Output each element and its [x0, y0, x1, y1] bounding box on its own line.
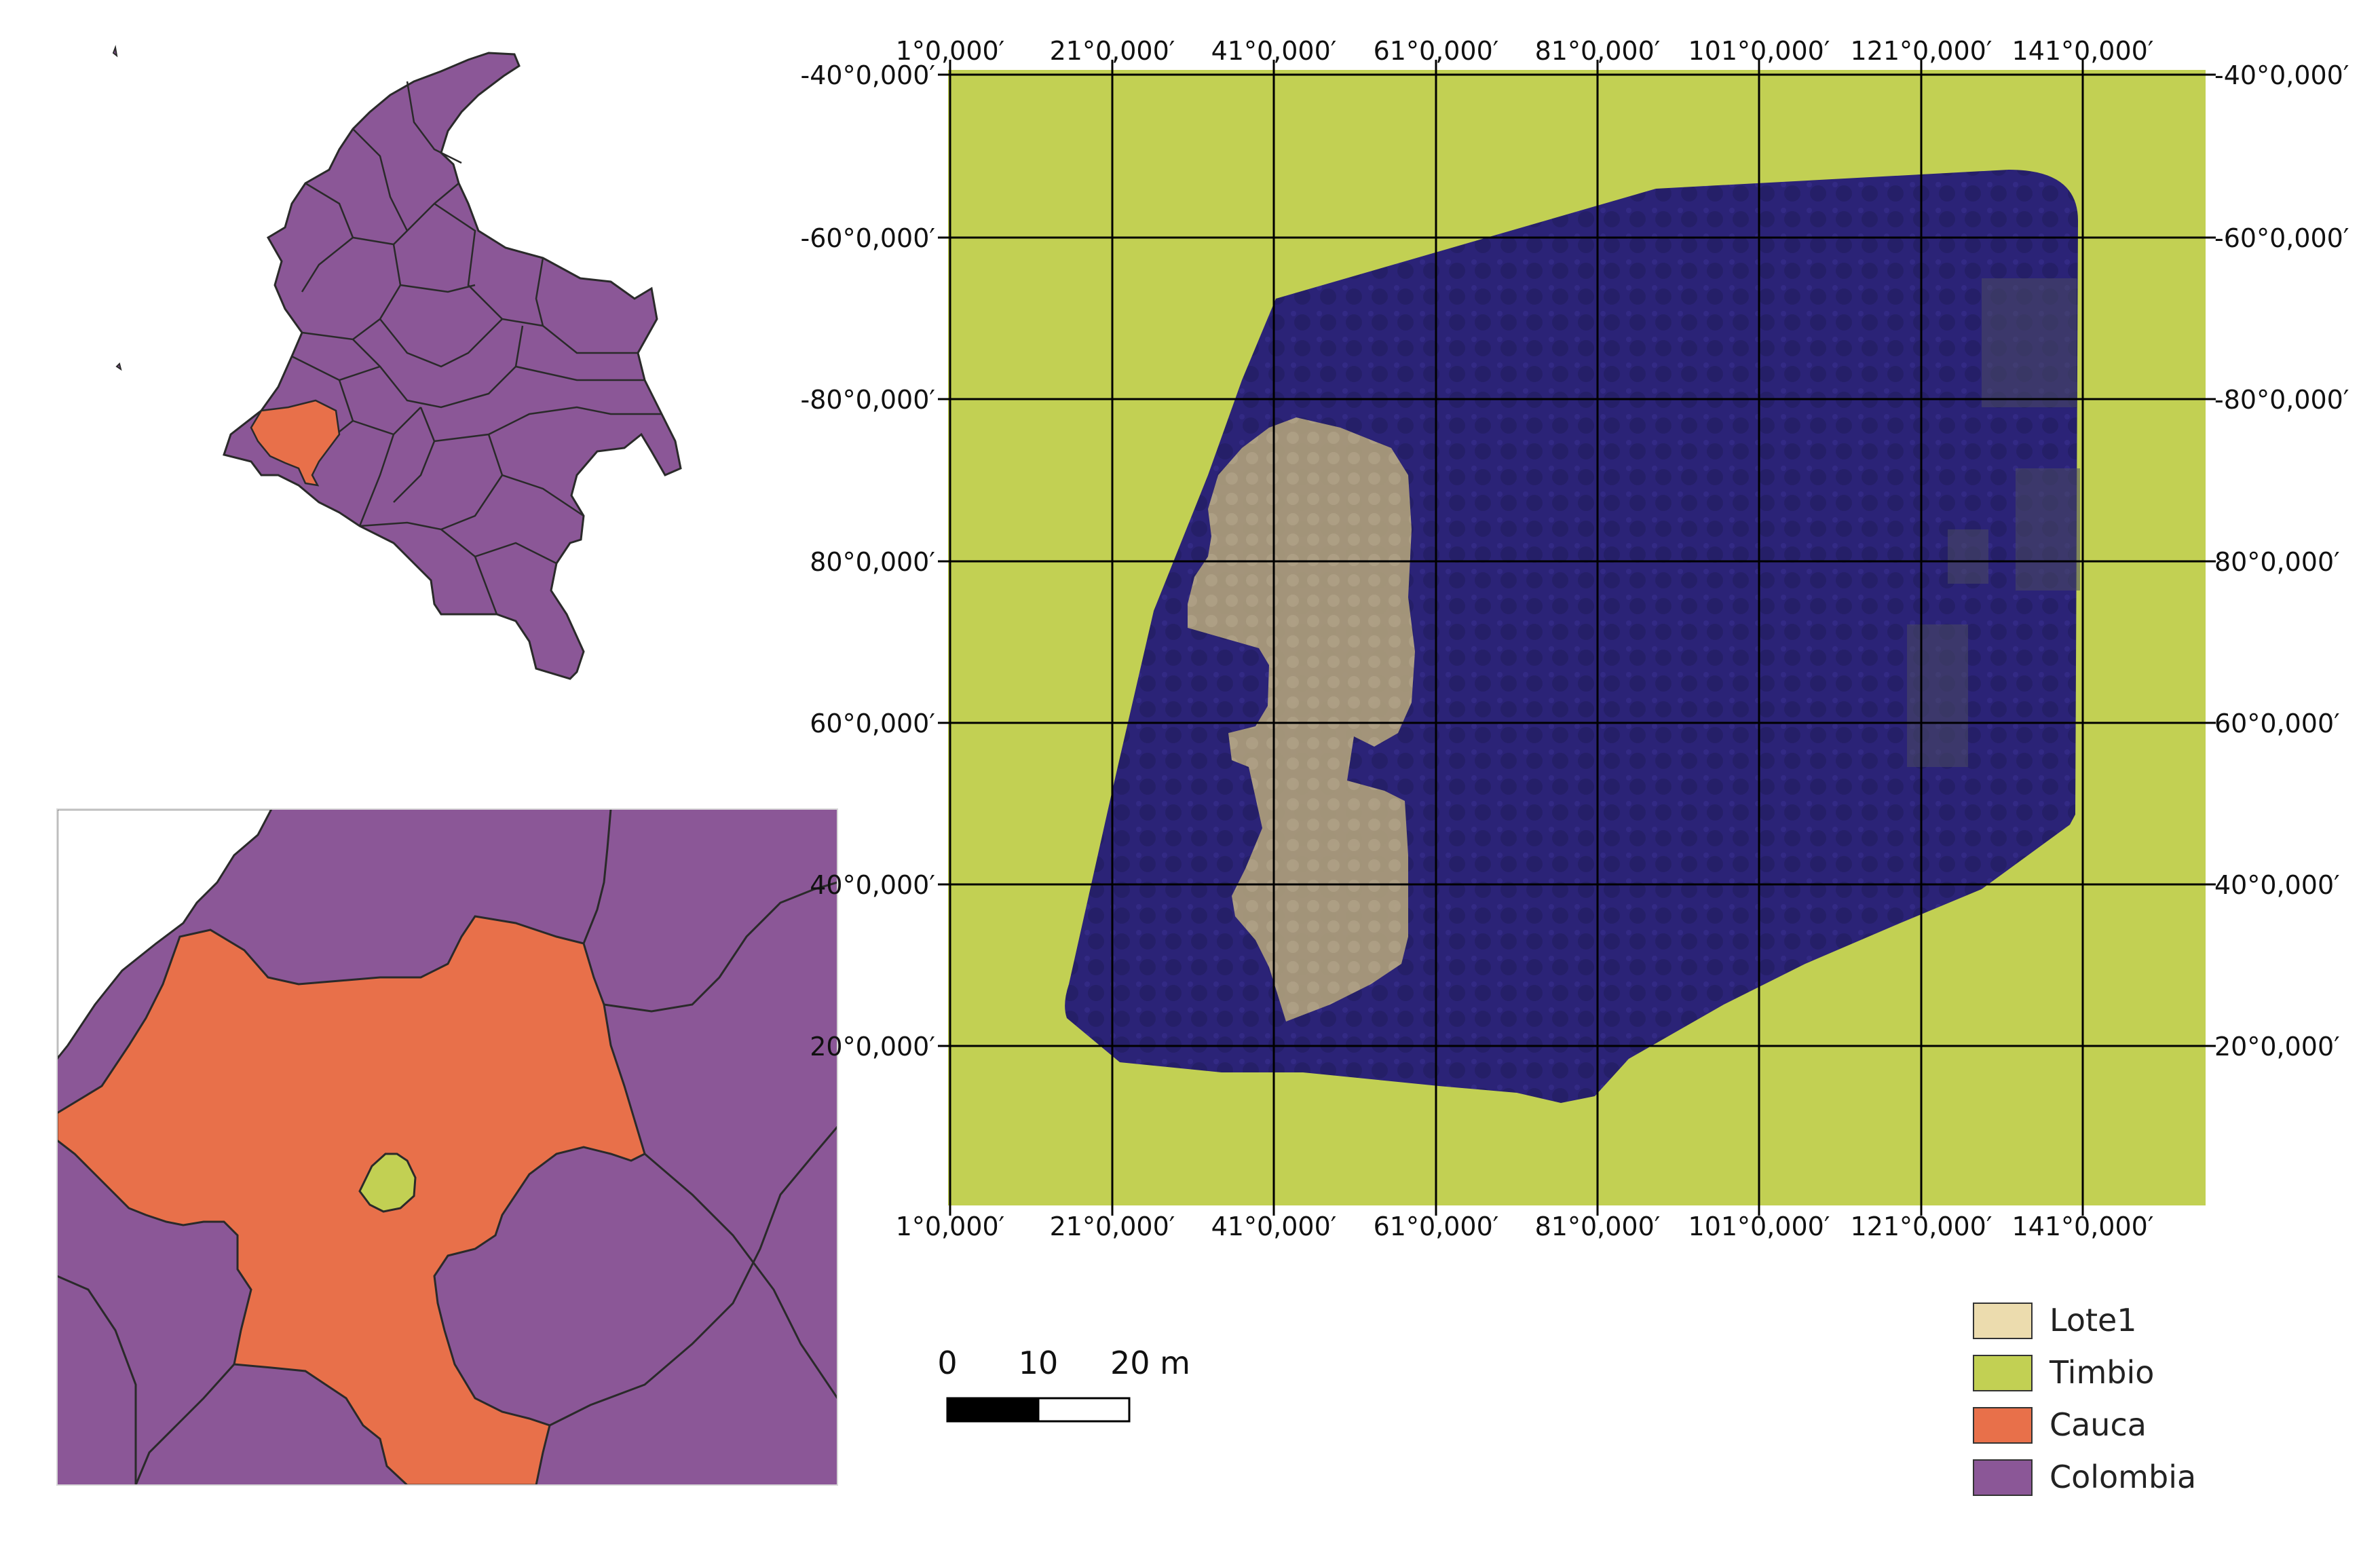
- bottom-lon-label-4: 61°0,000′: [1374, 1212, 1499, 1241]
- grid-ticks: [938, 60, 2216, 1216]
- bottom-longitude-labels: 1°0,000′ 21°0,000′ 41°0,000′ 61°0,000′ 8…: [896, 1212, 2154, 1241]
- scale-tick-0: 0: [937, 1345, 957, 1381]
- right-lat-label-1: -40°0,000′: [2214, 60, 2349, 90]
- left-lat-label-5: 60°0,000′: [810, 709, 935, 738]
- top-lon-label-5: 81°0,000′: [1535, 36, 1661, 66]
- top-lon-label-7: 121°0,000′: [1851, 36, 1992, 66]
- lote1-parcel: [1188, 417, 1415, 1022]
- main-map-panel: 1°0,000′ 21°0,000′ 41°0,000′ 61°0,000′ 8…: [801, 36, 2349, 1241]
- bottom-lon-label-8: 141°0,000′: [2012, 1212, 2154, 1241]
- legend-label-colombia: Colombia: [2050, 1459, 2196, 1495]
- right-lat-label-2: -60°0,000′: [2214, 223, 2349, 253]
- right-lat-label-7: 20°0,000′: [2214, 1032, 2340, 1062]
- building-4: [1948, 529, 1988, 584]
- legend-swatch-timbio: [1973, 1355, 2033, 1391]
- right-latitude-labels: -40°0,000′ -60°0,000′ -80°0,000′ 80°0,00…: [2214, 60, 2349, 1062]
- left-lat-label-6: 40°0,000′: [810, 870, 935, 900]
- bottom-lon-label-6: 101°0,000′: [1688, 1212, 1830, 1241]
- left-lat-label-2: -60°0,000′: [801, 223, 935, 253]
- legend-swatch-lote1: [1973, 1303, 2033, 1339]
- left-latitude-labels: -40°0,000′ -60°0,000′ -80°0,000′ 80°0,00…: [801, 60, 935, 1062]
- inset-borders: [57, 809, 837, 1485]
- top-lon-label-8: 141°0,000′: [2012, 36, 2154, 66]
- cauca-in-country-map: [250, 399, 341, 487]
- top-lon-label-2: 21°0,000′: [1050, 36, 1175, 66]
- bottom-lon-label-3: 41°0,000′: [1211, 1212, 1337, 1241]
- legend-swatch-cauca: [1973, 1407, 2033, 1444]
- colombia-shape: [223, 52, 682, 680]
- cauca-region: [57, 915, 646, 1485]
- colombia-department-borders: [291, 81, 662, 615]
- building-2: [2016, 468, 2080, 591]
- scale-bar-white-segment: [1037, 1397, 1131, 1423]
- legend-label-timbio: Timbio: [2049, 1354, 2154, 1391]
- inset-white-area: [57, 809, 273, 1061]
- orthophoto-buildings: [1907, 278, 2080, 767]
- left-lat-label-1: -40°0,000′: [801, 60, 935, 90]
- left-lat-label-7: 20°0,000′: [810, 1032, 935, 1062]
- bottom-lon-label-7: 121°0,000′: [1851, 1212, 1992, 1241]
- inset-frame: [56, 808, 838, 1486]
- legend: Lote1 Timbio Cauca Colombia: [1973, 1302, 2196, 1496]
- left-lat-label-3: -80°0,000′: [801, 385, 935, 415]
- right-lat-label-5: 60°0,000′: [2214, 709, 2340, 738]
- legend-swatch-colombia: [1973, 1459, 2033, 1496]
- right-lat-label-6: 40°0,000′: [2214, 870, 2340, 900]
- top-lon-label-6: 101°0,000′: [1688, 36, 1830, 66]
- scale-tick-20: 20 m: [1110, 1345, 1190, 1381]
- legend-label-lote1: Lote1: [2050, 1302, 2137, 1338]
- graticule: [948, 70, 2206, 1205]
- bottom-lon-label-1: 1°0,000′: [896, 1212, 1005, 1241]
- bottom-lon-label-5: 81°0,000′: [1535, 1212, 1661, 1241]
- scale-tick-10: 10: [1019, 1345, 1059, 1381]
- top-lon-label-1: 1°0,000′: [896, 36, 1005, 66]
- timbio-region: [358, 1153, 417, 1213]
- legend-label-cauca: Cauca: [2050, 1406, 2147, 1443]
- building-1: [1982, 278, 2077, 407]
- right-lat-label-3: -80°0,000′: [2214, 385, 2349, 415]
- right-lat-label-4: 80°0,000′: [2214, 547, 2340, 577]
- bottom-lon-label-2: 21°0,000′: [1050, 1212, 1175, 1241]
- scale-bar-black-segment: [946, 1397, 1040, 1423]
- building-3: [1907, 624, 1968, 767]
- island-1: [112, 45, 118, 58]
- top-longitude-labels: 1°0,000′ 21°0,000′ 41°0,000′ 61°0,000′ 8…: [896, 36, 2154, 66]
- top-lon-label-3: 41°0,000′: [1211, 36, 1337, 66]
- scale-bar: 0 10 20 m: [937, 1345, 1190, 1423]
- top-lon-label-4: 61°0,000′: [1374, 36, 1499, 66]
- colombia-country-map: [112, 45, 682, 680]
- cauca-inset-map: [57, 809, 837, 1485]
- island-2: [115, 362, 122, 371]
- left-lat-label-4: 80°0,000′: [810, 547, 935, 577]
